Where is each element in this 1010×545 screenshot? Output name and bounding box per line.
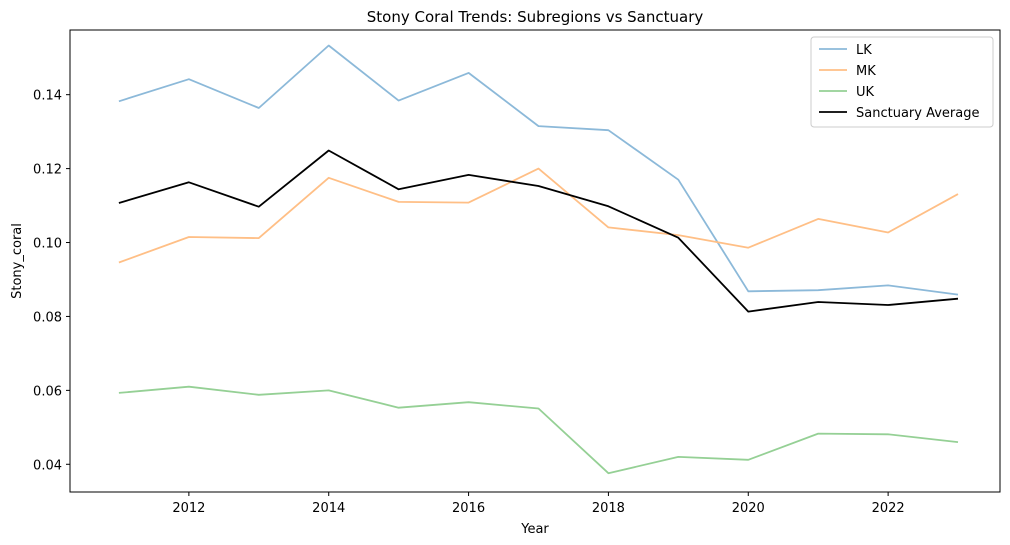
legend-label: LK — [856, 43, 872, 58]
x-tick-label: 2016 — [452, 501, 485, 516]
legend-label: UK — [856, 85, 875, 100]
legend-label: MK — [856, 64, 876, 79]
y-tick-label: 0.08 — [33, 310, 62, 325]
y-tick-label: 0.06 — [33, 384, 62, 399]
y-tick-label: 0.04 — [33, 458, 62, 473]
y-axis-label: Stony_coral — [10, 223, 25, 299]
plot-area — [118, 44, 959, 475]
x-axis-label: Year — [520, 522, 549, 537]
x-tick-label: 2014 — [312, 501, 345, 516]
legend: LK MK UK Sanctuary Average — [810, 36, 994, 128]
x-axis: 2012 2014 2016 2018 2020 2022 — [172, 492, 905, 516]
x-tick-label: 2018 — [592, 501, 625, 516]
y-tick-label: 0.14 — [33, 89, 62, 104]
x-tick-label: 2022 — [872, 501, 905, 516]
series-line-lk — [118, 44, 959, 296]
y-tick-label: 0.12 — [33, 163, 62, 178]
y-axis: 0.04 0.06 0.08 0.10 0.12 0.14 — [33, 89, 70, 473]
series-line-sanctuary-average — [118, 149, 959, 313]
series-line-uk — [118, 385, 959, 475]
y-tick-label: 0.10 — [33, 237, 62, 252]
plot-frame — [69, 29, 1001, 493]
x-tick-label: 2020 — [732, 501, 765, 516]
legend-label: Sanctuary Average — [856, 106, 979, 121]
series-line-mk — [118, 167, 959, 264]
chart-title: Stony Coral Trends: Subregions vs Sanctu… — [367, 8, 704, 26]
x-tick-label: 2012 — [172, 501, 205, 516]
legend-box — [810, 36, 994, 128]
